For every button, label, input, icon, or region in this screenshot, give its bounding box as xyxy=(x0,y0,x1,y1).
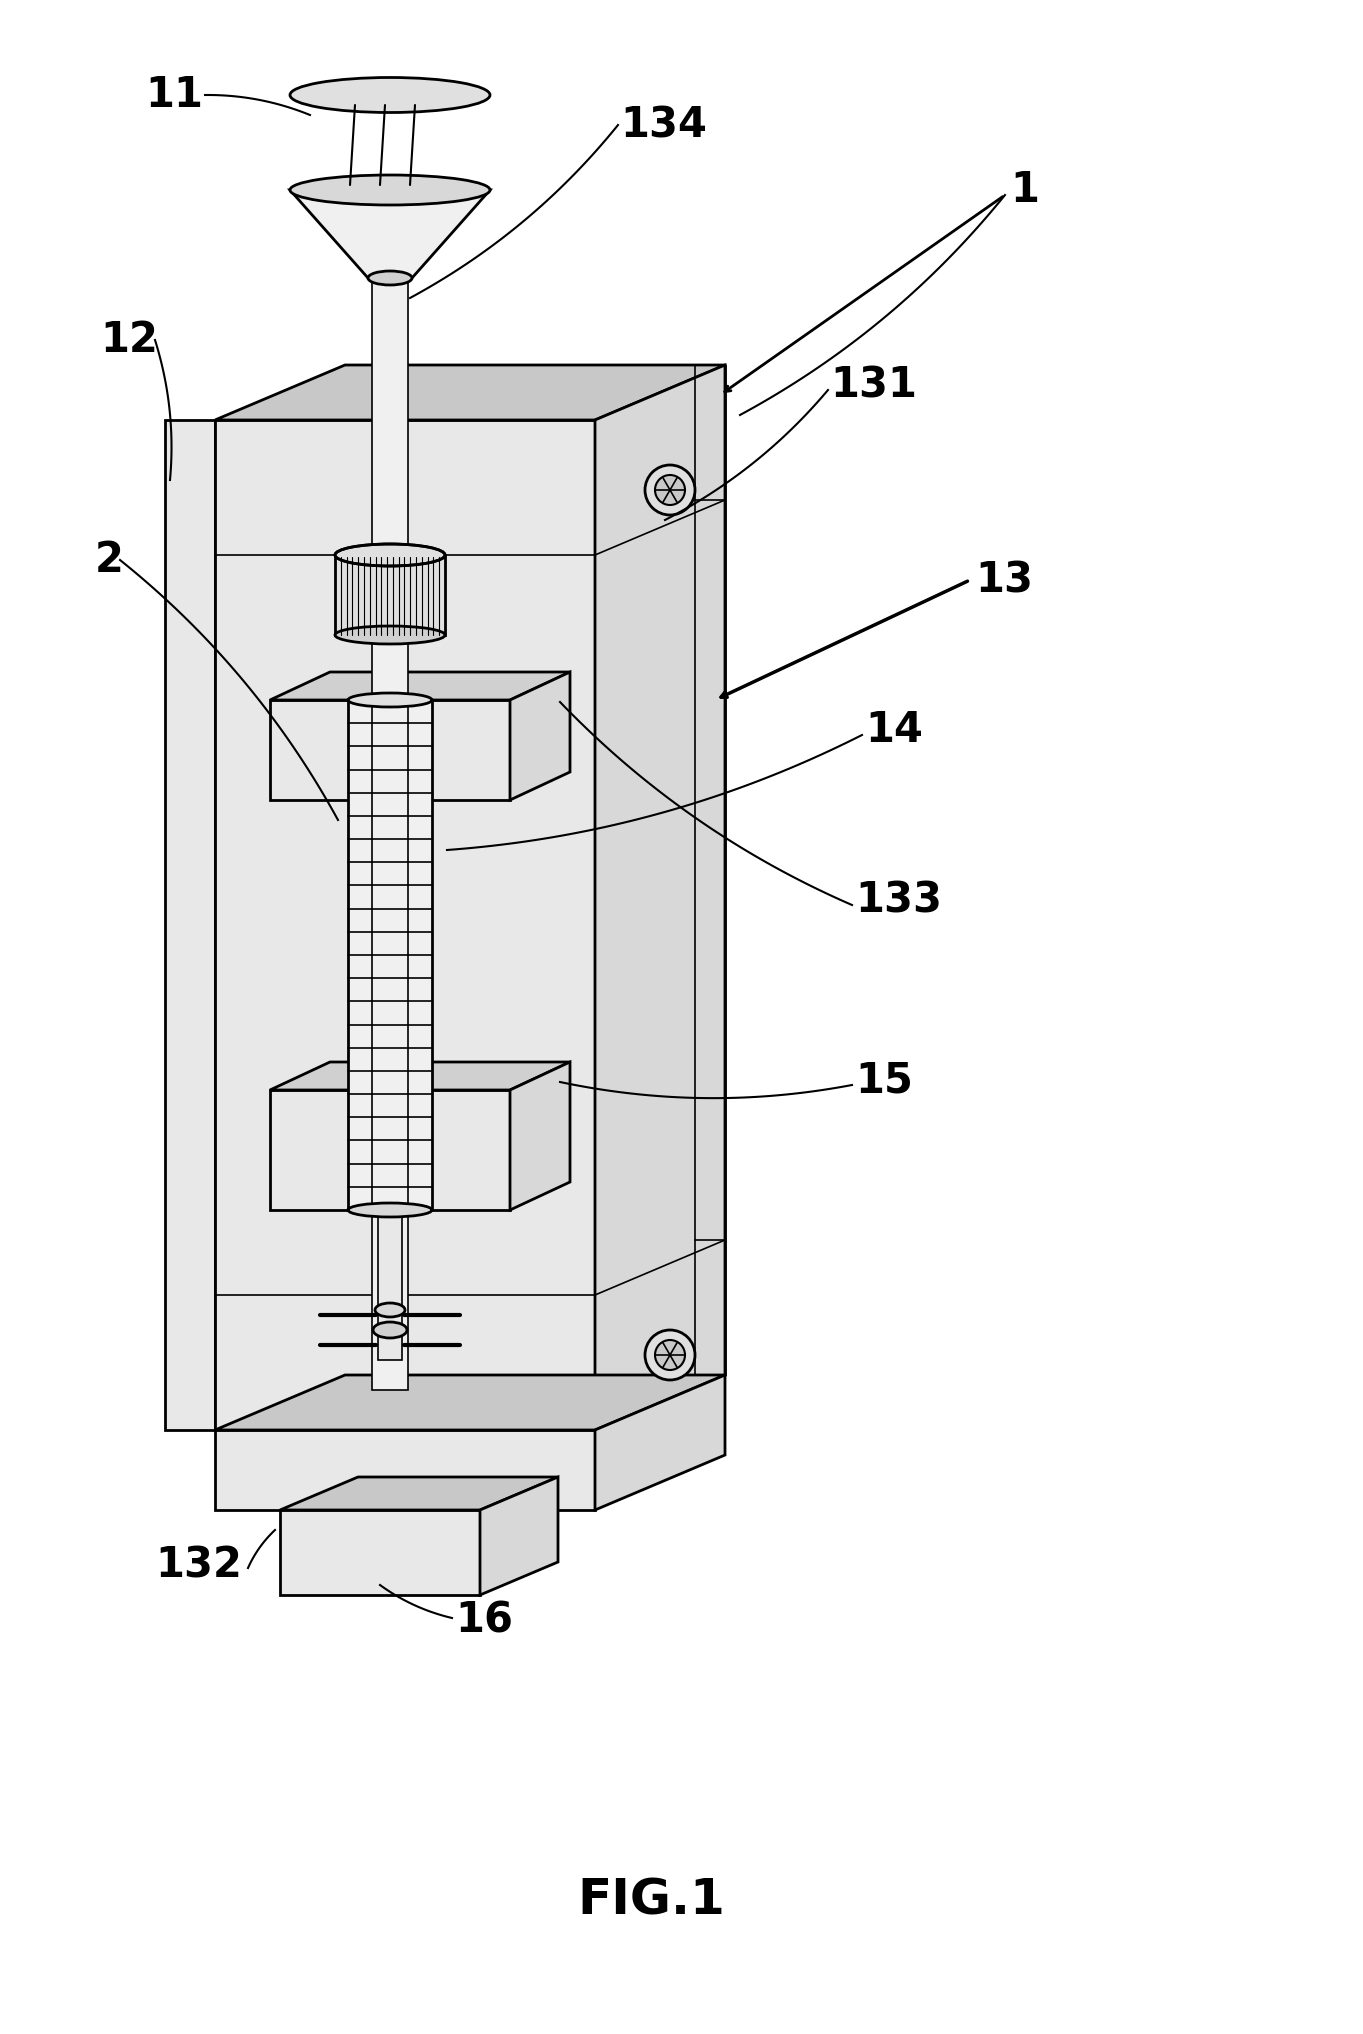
Text: 11: 11 xyxy=(144,73,203,116)
Polygon shape xyxy=(270,671,570,700)
Polygon shape xyxy=(215,364,725,419)
Polygon shape xyxy=(348,700,432,1210)
Ellipse shape xyxy=(335,543,444,565)
Ellipse shape xyxy=(368,271,412,285)
Text: 12: 12 xyxy=(99,319,158,360)
Polygon shape xyxy=(596,1375,725,1509)
Polygon shape xyxy=(215,1430,596,1509)
Text: FIG.1: FIG.1 xyxy=(577,1875,725,1924)
Polygon shape xyxy=(270,1062,570,1090)
Circle shape xyxy=(656,476,686,504)
Polygon shape xyxy=(270,1090,510,1210)
Ellipse shape xyxy=(373,1322,408,1338)
Ellipse shape xyxy=(290,175,491,205)
Ellipse shape xyxy=(335,626,444,645)
Polygon shape xyxy=(596,364,725,1430)
Polygon shape xyxy=(279,1509,480,1595)
Text: 14: 14 xyxy=(866,710,923,751)
Polygon shape xyxy=(480,1477,557,1595)
Text: 2: 2 xyxy=(95,539,124,582)
Polygon shape xyxy=(215,1375,725,1430)
Polygon shape xyxy=(215,419,596,1430)
Polygon shape xyxy=(165,419,215,1430)
Ellipse shape xyxy=(348,1202,432,1216)
Text: 13: 13 xyxy=(975,559,1033,600)
Text: 134: 134 xyxy=(620,104,707,146)
Text: 131: 131 xyxy=(830,364,917,407)
Circle shape xyxy=(656,1340,686,1371)
Polygon shape xyxy=(372,281,408,1389)
Polygon shape xyxy=(270,700,510,799)
Ellipse shape xyxy=(348,694,432,708)
Ellipse shape xyxy=(375,1304,405,1316)
Polygon shape xyxy=(335,555,444,635)
Circle shape xyxy=(645,1330,695,1379)
Text: 16: 16 xyxy=(455,1599,512,1641)
Text: 132: 132 xyxy=(155,1544,241,1587)
Text: 15: 15 xyxy=(855,1060,913,1100)
Ellipse shape xyxy=(290,77,491,112)
Text: 133: 133 xyxy=(855,879,942,921)
Text: 1: 1 xyxy=(1010,169,1039,212)
Circle shape xyxy=(645,466,695,515)
Polygon shape xyxy=(279,1477,557,1509)
Polygon shape xyxy=(378,1210,402,1361)
Polygon shape xyxy=(510,671,570,799)
Polygon shape xyxy=(510,1062,570,1210)
Polygon shape xyxy=(290,189,491,279)
